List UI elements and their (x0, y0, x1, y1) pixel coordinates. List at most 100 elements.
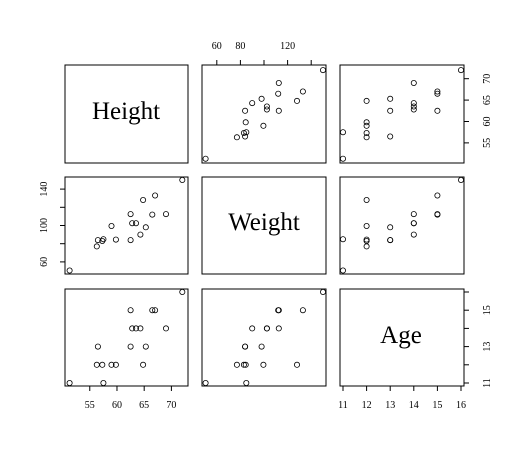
point-weight-vs-age-14 (434, 211, 441, 218)
point-height-vs-weight-2 (242, 133, 249, 140)
point-height-vs-age-9 (410, 106, 417, 113)
point-weight-vs-height-13 (142, 224, 149, 231)
diagonal-label-age: Age (380, 322, 422, 349)
height-tick-label-0: 55 (85, 400, 95, 411)
point-weight-vs-height-12 (140, 196, 147, 203)
point-height-vs-age-3 (363, 129, 370, 136)
point-weight-vs-height-5 (108, 222, 115, 229)
point-height-vs-age-1 (363, 134, 370, 141)
point-age-vs-weight-15 (299, 307, 306, 314)
point-weight-vs-height-11 (137, 231, 144, 238)
weight-left-tick-label-0: 60 (39, 257, 50, 267)
point-height-vs-age-11 (410, 100, 417, 107)
height-right-tick-label-2: 65 (482, 95, 493, 105)
age-bottom-tick-label-4: 15 (432, 400, 442, 411)
point-weight-vs-height-0 (66, 267, 73, 274)
point-height-vs-weight-16 (275, 80, 282, 87)
point-weight-vs-height-4 (100, 236, 107, 243)
point-age-vs-height-17 (179, 288, 186, 295)
panel-frame-age-vs-height (64, 288, 189, 387)
weight-top-tick-label-0: 60 (212, 41, 222, 52)
point-weight-vs-age-11 (410, 231, 417, 238)
point-height-vs-weight-7 (275, 107, 282, 114)
point-age-vs-height-15 (152, 307, 159, 314)
panel-frame-weight-vs-height (64, 176, 189, 275)
point-height-vs-weight-11 (249, 100, 256, 107)
point-height-vs-age-10 (410, 103, 417, 110)
point-height-vs-age-14 (434, 90, 441, 97)
point-height-vs-weight-12 (293, 97, 300, 104)
weight-left-tick-label-1: 100 (39, 218, 50, 233)
point-height-vs-weight-3 (240, 129, 247, 136)
point-age-vs-weight-1 (233, 361, 240, 368)
point-weight-vs-age-4 (339, 236, 346, 243)
point-age-vs-weight-13 (258, 343, 265, 350)
point-height-vs-weight-0 (202, 155, 209, 162)
point-age-vs-weight-0 (202, 379, 209, 386)
panel-frame-weight-vs-age (339, 176, 465, 275)
age-bottom-tick-label-5: 16 (456, 400, 466, 411)
panel-frame-weight-vs-weight (201, 176, 327, 275)
height-right-tick-label-3: 70 (482, 74, 493, 84)
point-age-vs-height-11 (137, 325, 144, 332)
point-height-vs-age-16 (410, 80, 417, 87)
point-height-vs-age-0 (339, 155, 346, 162)
point-age-vs-height-13 (142, 343, 149, 350)
point-age-vs-height-6 (112, 361, 119, 368)
point-age-vs-height-16 (162, 325, 169, 332)
panel-frame-height-vs-height (64, 64, 189, 164)
point-age-vs-height-14 (149, 307, 156, 314)
point-age-vs-height-7 (127, 307, 134, 314)
height-tick-label-2: 65 (139, 400, 149, 411)
point-weight-vs-height-2 (94, 237, 101, 244)
point-age-vs-height-12 (140, 361, 147, 368)
point-weight-vs-height-17 (179, 176, 186, 183)
point-weight-vs-height-9 (129, 220, 136, 227)
age-bottom-tick-label-2: 13 (385, 400, 395, 411)
point-height-vs-weight-6 (242, 119, 249, 126)
point-height-vs-age-17 (457, 67, 464, 74)
age-right-tick-label-2: 15 (482, 305, 493, 315)
diagonal-label-height: Height (92, 98, 160, 125)
point-age-vs-weight-5 (260, 361, 267, 368)
panel-frame-age-vs-weight (201, 288, 327, 387)
height-right-tick-label-0: 55 (482, 138, 493, 148)
point-weight-vs-height-1 (93, 243, 100, 250)
weight-top-tick-label-2: 120 (280, 41, 295, 52)
point-age-vs-height-10 (132, 325, 139, 332)
point-height-vs-weight-4 (243, 129, 250, 136)
point-height-vs-weight-9 (263, 106, 270, 113)
point-height-vs-weight-10 (263, 103, 270, 110)
weight-left-tick-label-2: 140 (39, 182, 50, 197)
point-age-vs-weight-11 (249, 325, 256, 332)
point-weight-vs-age-10 (410, 220, 417, 227)
point-age-vs-weight-6 (242, 361, 249, 368)
point-weight-vs-height-10 (132, 220, 139, 227)
point-height-vs-age-5 (363, 122, 370, 129)
point-weight-vs-age-12 (363, 196, 370, 203)
point-weight-vs-height-7 (127, 211, 134, 218)
point-weight-vs-age-1 (363, 243, 370, 250)
point-age-vs-weight-3 (240, 361, 247, 368)
point-age-vs-height-9 (129, 325, 136, 332)
point-weight-vs-height-6 (112, 236, 119, 243)
point-weight-vs-age-6 (363, 236, 370, 243)
point-height-vs-age-8 (387, 107, 394, 114)
point-age-vs-height-5 (108, 361, 115, 368)
point-weight-vs-age-16 (410, 211, 417, 218)
point-age-vs-weight-12 (293, 361, 300, 368)
point-height-vs-weight-15 (299, 88, 306, 95)
height-tick-label-3: 70 (166, 400, 176, 411)
point-height-vs-age-4 (339, 129, 346, 136)
point-height-vs-weight-1 (233, 134, 240, 141)
panel-frame-age-vs-age (339, 288, 465, 387)
point-weight-vs-age-0 (339, 267, 346, 274)
height-tick-label-1: 60 (112, 400, 122, 411)
point-height-vs-age-15 (434, 88, 441, 95)
point-weight-vs-height-16 (162, 211, 169, 218)
point-height-vs-age-13 (387, 95, 394, 102)
diagonal-label-weight: Weight (228, 209, 300, 236)
point-height-vs-age-6 (363, 119, 370, 126)
point-age-vs-weight-16 (275, 325, 282, 332)
